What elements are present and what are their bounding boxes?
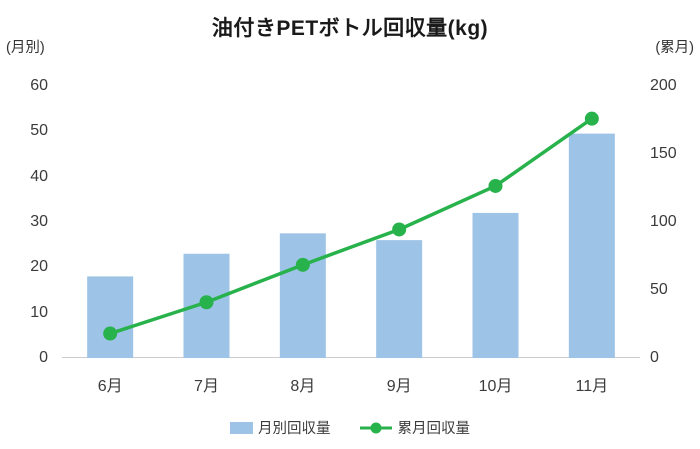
- x-axis-category-label: 6月: [97, 378, 123, 395]
- left-axis-tick-label: 10: [30, 303, 48, 321]
- left-axis-tick-label: 30: [30, 213, 48, 230]
- left-axis-tick-label: 60: [30, 77, 48, 94]
- right-axis-tick-label: 200: [650, 77, 677, 94]
- bar-8月: [279, 233, 326, 358]
- x-axis-category-label: 9月: [386, 378, 412, 395]
- right-axis-tick-label: 0: [650, 349, 659, 366]
- line-marker-9月: [392, 222, 407, 237]
- x-axis-category-label: 7月: [194, 378, 219, 395]
- chart-canvas: [87, 111, 615, 358]
- right-axis-unit-label: (累月): [655, 40, 694, 56]
- legend-item-monthly: 月別回収量: [230, 417, 331, 438]
- line-marker-7月: [199, 295, 214, 310]
- legend-label-cumulative: 累月回収量: [397, 421, 471, 437]
- legend: 月別回収量 累月回収量: [0, 417, 700, 438]
- line-marker-8月: [295, 257, 310, 272]
- x-axis-category-label: 8月: [290, 378, 316, 395]
- legend-label-monthly: 月別回収量: [258, 421, 331, 437]
- right-axis-tick-label: 150: [650, 145, 677, 162]
- left-axis-tick-label: 50: [30, 122, 48, 140]
- left-axis-tick-label: 40: [30, 167, 48, 185]
- x-axis-category-label: 11月: [575, 378, 609, 395]
- chart-title: 油付きPETボトル回収量(kg): [211, 17, 489, 40]
- right-axis-tick-label: 100: [650, 213, 677, 230]
- bar-9月: [376, 240, 423, 358]
- bar-10月: [472, 212, 519, 358]
- legend-item-cumulative: 累月回収量: [359, 417, 471, 438]
- left-axis-tick-label: 0: [39, 349, 48, 366]
- right-axis-tick-label: 50: [650, 281, 668, 298]
- bar-6月: [87, 276, 134, 358]
- line-marker-6月: [103, 326, 118, 341]
- line-marker-10月: [488, 178, 503, 193]
- x-axis-category-label: 10月: [478, 378, 513, 395]
- bar-series-swatch-icon: [230, 421, 253, 434]
- left-axis-tick-label: 20: [30, 258, 48, 276]
- bar-11月: [568, 133, 615, 358]
- cumulative-line: [108, 116, 594, 336]
- plot-area: [62, 86, 640, 358]
- line-series-swatch-icon: [359, 422, 392, 433]
- line-marker-11月: [584, 111, 599, 126]
- left-axis-unit-label: (月別): [6, 40, 45, 56]
